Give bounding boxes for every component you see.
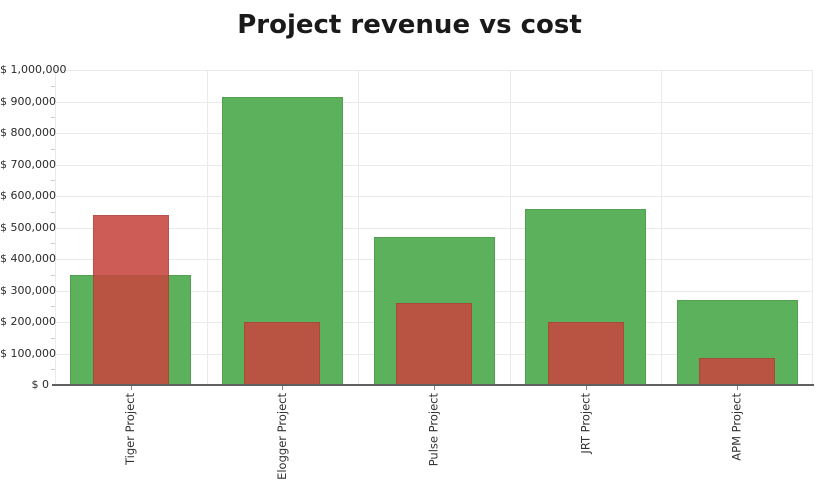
- y-minor-tick: [51, 180, 55, 182]
- y-minor-tick: [51, 85, 55, 87]
- x-axis-label: APM Project: [729, 393, 744, 461]
- x-gridline: [358, 70, 360, 385]
- x-axis-tick: [434, 386, 435, 390]
- x-axis-label: JRT Project: [578, 393, 593, 454]
- y-gridline: [55, 133, 813, 134]
- y-minor-tick: [51, 274, 55, 276]
- x-gridline: [206, 70, 208, 385]
- y-minor-tick: [51, 243, 55, 245]
- x-axis-line: [52, 384, 814, 386]
- chart-title: Project revenue vs cost: [237, 10, 582, 40]
- y-gridline: [55, 101, 813, 103]
- y-gridline: [55, 164, 813, 166]
- y-tick-label: $ 900,000: [0, 94, 56, 108]
- x-gridline: [509, 70, 511, 385]
- y-minor-tick: [51, 117, 55, 119]
- y-tick-label: $ 800,000: [0, 126, 56, 139]
- x-axis-tick: [282, 386, 284, 390]
- x-axis-tick: [585, 386, 587, 390]
- y-minor-tick: [51, 148, 55, 150]
- x-gridline: [55, 70, 56, 385]
- y-tick-label: $ 700,000: [0, 157, 56, 171]
- y-gridline: [55, 196, 813, 197]
- y-minor-tick: [51, 306, 55, 308]
- x-axis-label: Pulse Project: [426, 393, 441, 467]
- cost-bar: [396, 303, 472, 385]
- y-tick-label: $ 300,000: [0, 283, 56, 297]
- x-axis-label: Tiger Project: [123, 393, 138, 465]
- y-tick-label: $ 600,000: [0, 189, 56, 202]
- y-gridline: [55, 70, 813, 71]
- y-minor-tick: [51, 337, 55, 339]
- y-tick-label: $ 400,000: [0, 252, 56, 265]
- y-tick-label: $ 100,000: [0, 346, 56, 360]
- y-minor-tick: [51, 211, 55, 213]
- x-axis-tick: [130, 386, 132, 390]
- cost-bar: [244, 322, 321, 385]
- y-minor-tick: [51, 369, 55, 371]
- y-tick-label: $ 0: [31, 378, 50, 391]
- y-tick-label: $ 500,000: [0, 220, 56, 234]
- plot-area: [55, 70, 813, 386]
- y-tick-label: $ 1,000,000: [0, 63, 67, 76]
- x-axis-label: Elogger Project: [274, 393, 289, 480]
- cost-bar: [699, 358, 776, 385]
- cost-bar: [547, 322, 624, 385]
- x-gridline: [812, 70, 813, 385]
- x-gridline: [661, 70, 663, 385]
- y-tick-label: $ 200,000: [0, 315, 56, 328]
- y-gridline: [55, 227, 813, 229]
- cost-bar: [92, 214, 169, 385]
- x-axis-tick: [737, 386, 739, 390]
